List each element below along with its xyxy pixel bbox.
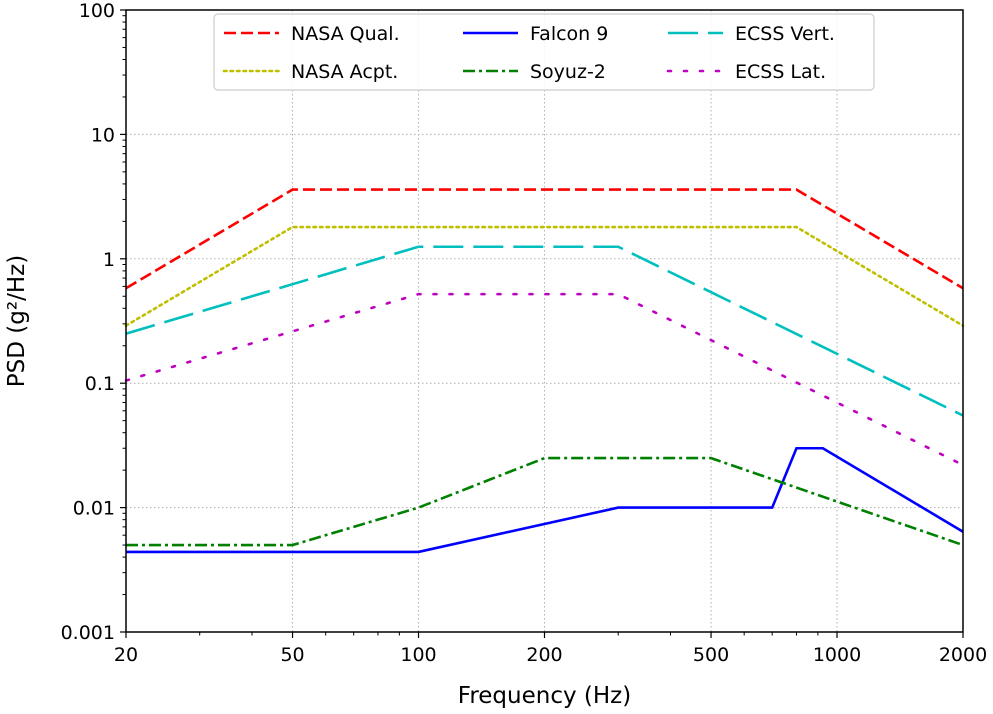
series-lines xyxy=(124,188,965,554)
x-tick-label: 500 xyxy=(693,644,729,666)
series-line-falcon-9 xyxy=(126,446,964,554)
y-axis-label: PSD (g²/Hz) xyxy=(4,255,30,387)
x-tick-label: 50 xyxy=(280,644,304,666)
legend-label: NASA Acpt. xyxy=(291,61,398,83)
series-line-nasa-qual xyxy=(125,188,964,290)
x-tick-label: 1000 xyxy=(813,644,861,666)
legend-label: NASA Qual. xyxy=(291,23,400,45)
legend: NASA Qual. Falcon 9 ECSS Vert. NASA Acpt. So… xyxy=(213,13,875,91)
legend-label: ECSS Vert. xyxy=(735,23,835,45)
series-line-soyuz-2 xyxy=(126,456,964,547)
y-tick-label: 0.01 xyxy=(73,498,115,520)
y-tick-label: 0.1 xyxy=(85,373,115,395)
x-tick-label: 200 xyxy=(526,644,562,666)
x-axis-label: Frequency (Hz) xyxy=(458,683,631,709)
x-tick-label: 20 xyxy=(114,644,138,666)
series-line-ecss-vert xyxy=(125,245,964,417)
legend-label: Soyuz-2 xyxy=(530,61,606,83)
axis-ticks: 20 50 100 200 500 1000 2000 0.001 0.01 0.1 1 10 100 xyxy=(61,0,988,666)
legend-label: Falcon 9 xyxy=(530,23,608,45)
x-tick-label: 2000 xyxy=(939,644,987,666)
y-tick-label: 0.001 xyxy=(61,622,115,644)
y-tick-label: 10 xyxy=(91,124,115,146)
legend-label: ECSS Lat. xyxy=(735,61,826,83)
y-tick-label: 1 xyxy=(103,249,115,271)
series-line-nasa-acpt xyxy=(124,225,965,327)
gridlines xyxy=(125,9,964,633)
y-tick-label: 100 xyxy=(79,0,115,22)
x-tick-label: 100 xyxy=(400,644,436,666)
